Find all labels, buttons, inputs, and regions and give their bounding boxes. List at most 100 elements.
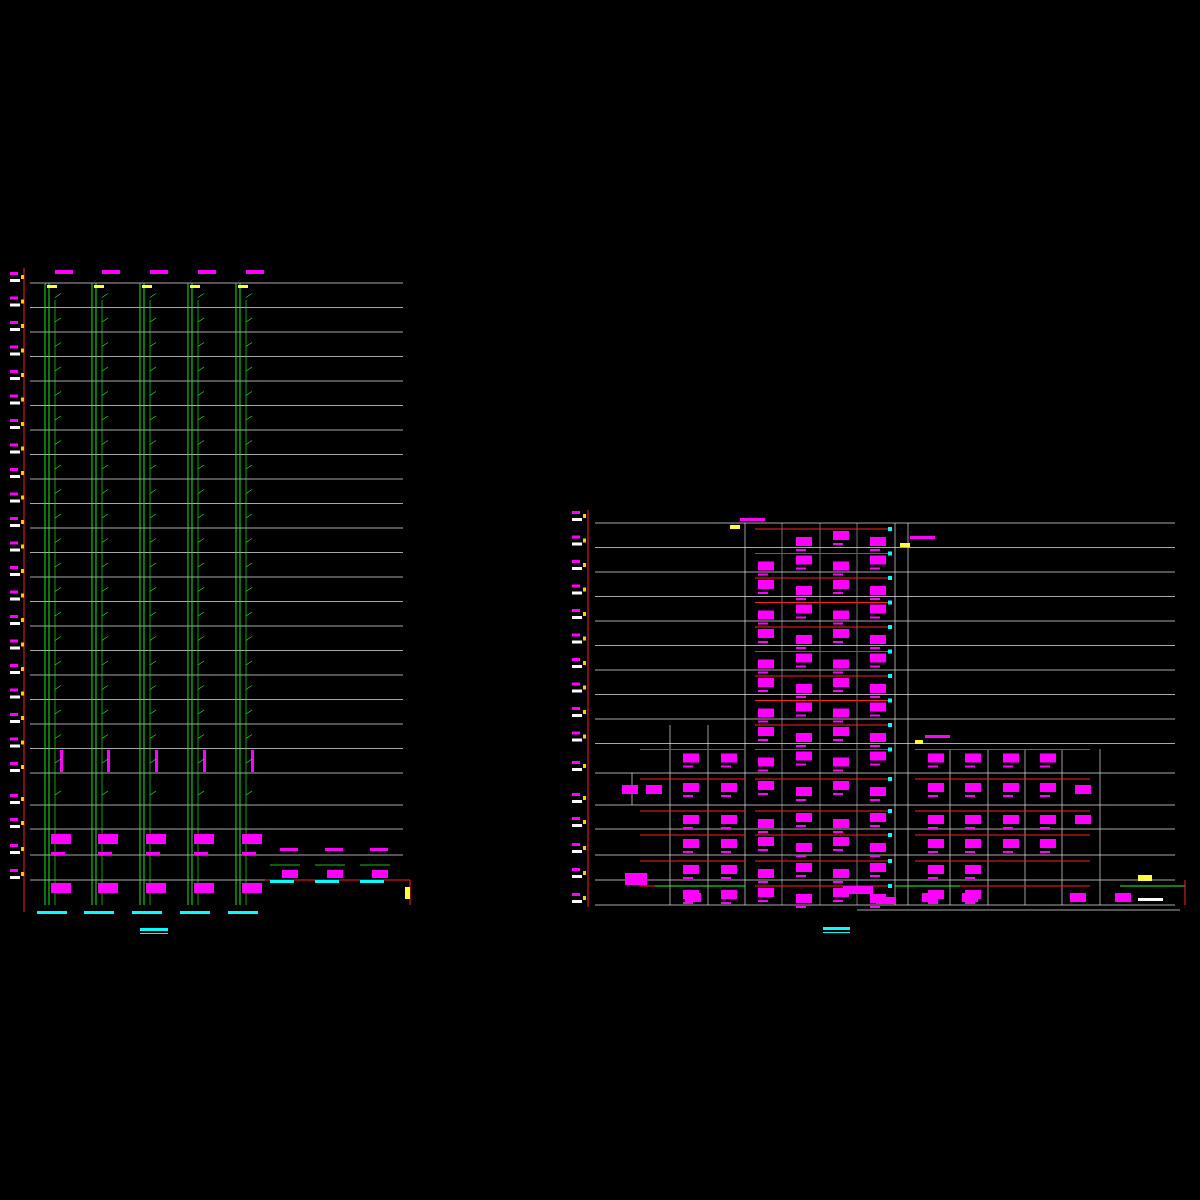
equipment-label xyxy=(796,647,806,649)
level-tag xyxy=(21,324,24,328)
line xyxy=(245,440,253,445)
line xyxy=(245,538,253,543)
equipment-block xyxy=(646,785,662,794)
equipment-block xyxy=(796,537,812,546)
equipment-block xyxy=(833,629,849,638)
equipment-block xyxy=(758,678,774,687)
equipment-label xyxy=(758,793,768,795)
equipment-label xyxy=(833,720,843,723)
equipment-label xyxy=(870,875,880,877)
line xyxy=(101,391,109,396)
level-tag xyxy=(21,520,24,524)
level-tag xyxy=(21,691,24,696)
equipment-label xyxy=(870,647,880,649)
equipment-block xyxy=(1003,783,1019,792)
line xyxy=(101,464,109,470)
level-tag xyxy=(583,563,586,567)
equipment-label xyxy=(870,696,880,698)
level-tag xyxy=(21,373,24,377)
level-tag xyxy=(21,821,24,825)
riser-node xyxy=(888,625,892,629)
equipment-label xyxy=(833,690,843,692)
riser-label xyxy=(246,270,264,274)
equipment-label xyxy=(833,573,843,576)
equipment-label xyxy=(796,763,806,766)
level-tag xyxy=(583,820,586,824)
line xyxy=(197,513,205,519)
riser-node xyxy=(888,777,892,781)
level-tag xyxy=(21,765,24,769)
riser-name xyxy=(228,911,258,914)
level-text xyxy=(572,768,582,771)
equipment-block xyxy=(928,783,944,792)
equipment-label xyxy=(721,902,731,904)
line xyxy=(101,636,109,641)
equipment-label xyxy=(758,641,768,643)
line xyxy=(101,758,109,764)
level-mark xyxy=(10,639,18,643)
riser-node xyxy=(888,859,892,863)
level-mark xyxy=(10,590,18,594)
equipment-block xyxy=(758,659,774,669)
line xyxy=(197,464,205,470)
line xyxy=(54,587,62,592)
level-text xyxy=(10,548,20,552)
level-text xyxy=(572,850,582,853)
level-tag xyxy=(583,661,586,665)
equipment-block xyxy=(796,684,812,693)
line xyxy=(245,317,253,323)
equipment-block xyxy=(98,883,118,893)
line xyxy=(245,611,253,617)
equipment-label xyxy=(758,592,768,594)
line xyxy=(197,660,205,666)
equipment-block xyxy=(870,751,886,761)
level-mark xyxy=(572,707,580,710)
equipment-block xyxy=(833,869,849,878)
level-tag xyxy=(21,544,24,549)
line xyxy=(101,587,109,592)
line xyxy=(54,709,62,715)
level-text xyxy=(572,665,582,668)
line xyxy=(54,636,62,641)
riser-node xyxy=(888,649,892,654)
equipment-label xyxy=(965,765,975,768)
equipment-label xyxy=(833,641,843,643)
line xyxy=(101,734,109,739)
line xyxy=(101,342,109,347)
equipment-block xyxy=(870,555,886,565)
line xyxy=(197,636,205,641)
panel xyxy=(405,887,410,899)
line xyxy=(245,391,253,396)
equipment-label xyxy=(870,906,880,908)
level-text xyxy=(572,875,582,878)
equipment-label xyxy=(146,852,160,855)
level-tag xyxy=(21,471,24,475)
level-tag xyxy=(583,612,586,616)
equipment-block xyxy=(833,837,849,846)
level-tag xyxy=(583,846,586,850)
level-text xyxy=(10,695,20,699)
equipment-label xyxy=(796,906,806,908)
equipment-block xyxy=(796,813,812,822)
equipment-label xyxy=(683,765,693,768)
equipment-block xyxy=(282,870,298,878)
valve xyxy=(142,285,152,288)
equipment-block xyxy=(870,586,886,595)
line xyxy=(149,489,157,494)
level-text xyxy=(572,689,582,693)
line xyxy=(54,758,62,764)
line xyxy=(149,562,157,568)
line xyxy=(149,293,157,298)
equipment-label xyxy=(683,851,693,853)
drawing-title xyxy=(823,927,850,930)
equipment-label xyxy=(758,720,768,723)
riser-name xyxy=(180,911,210,914)
riser-node xyxy=(888,551,892,556)
equipment-label xyxy=(1040,795,1050,797)
level-mark xyxy=(572,633,580,637)
line xyxy=(245,685,253,690)
equipment-block xyxy=(683,753,699,763)
equipment-label xyxy=(833,592,843,594)
line xyxy=(245,709,253,715)
